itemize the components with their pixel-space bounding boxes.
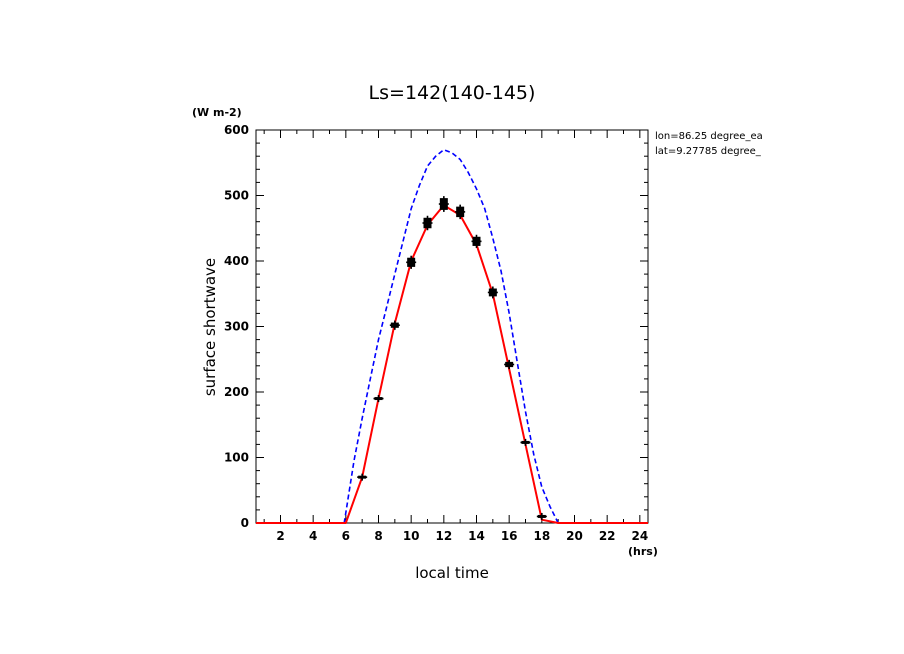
- y-tick-label: 500: [224, 189, 249, 203]
- x-tick-label: 24: [631, 529, 648, 543]
- solid-series-line: [256, 204, 648, 524]
- dashed-series-line: [256, 148, 648, 524]
- x-tick-label: 6: [342, 529, 350, 543]
- x-tick-label: 22: [599, 529, 616, 543]
- x-tick-label: 12: [435, 529, 452, 543]
- y-tick-label: 300: [224, 320, 249, 334]
- x-tick-label: 4: [309, 529, 317, 543]
- x-tick-label: 20: [566, 529, 583, 543]
- x-unit-label: (hrs): [628, 545, 658, 558]
- y-tick-label: 100: [224, 451, 249, 465]
- x-tick-label: 16: [501, 529, 518, 543]
- y-tick-label: 200: [224, 385, 249, 399]
- x-tick-label: 10: [403, 529, 420, 543]
- plot-frame: [255, 129, 649, 524]
- x-tick-label: 18: [533, 529, 550, 543]
- y-tick-label: 600: [224, 123, 249, 137]
- x-axis-label: local time: [415, 564, 489, 582]
- x-tick-label: 8: [374, 529, 382, 543]
- chart-title: Ls=142(140-145): [369, 82, 536, 104]
- y-tick-label: 400: [224, 254, 249, 268]
- y-unit-label: (W m-2): [192, 106, 242, 119]
- x-tick-label: 2: [276, 529, 284, 543]
- y-tick-label: 0: [241, 516, 249, 530]
- x-tick-label: 14: [468, 529, 485, 543]
- y-axis-label: surface shortwave: [201, 258, 219, 396]
- lat-annotation: lat=9.27785 degree_: [655, 146, 762, 157]
- lon-annotation: lon=86.25 degree_ea: [655, 131, 763, 142]
